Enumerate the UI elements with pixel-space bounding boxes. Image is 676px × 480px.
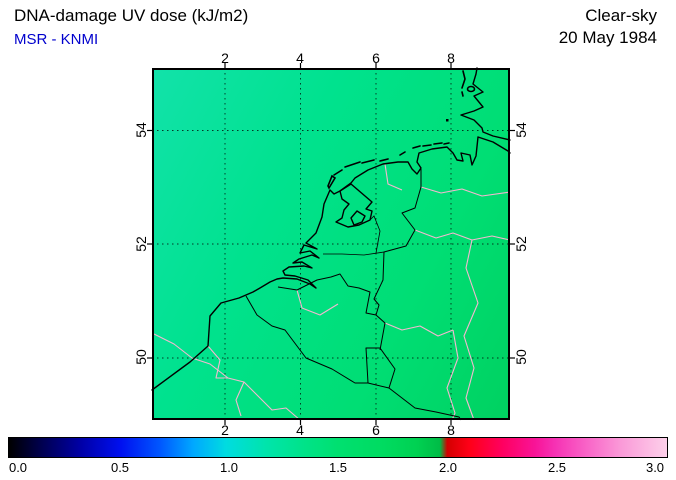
country-borders <box>245 169 462 421</box>
graticule-gridlines <box>152 68 510 420</box>
coastlines <box>151 67 511 391</box>
continental-coastline <box>151 136 511 391</box>
ijsselmeer-outline <box>335 183 373 228</box>
lon-tick-label: 6 <box>372 422 380 438</box>
lon-tick-label: 6 <box>372 50 380 66</box>
lat-tick-label: 52 <box>133 236 149 252</box>
islands <box>327 70 476 190</box>
lat-tick-label: 54 <box>513 122 529 138</box>
helgoland-island <box>446 119 449 122</box>
map-frame <box>152 68 510 420</box>
lon-tick-label: 4 <box>296 50 304 66</box>
lat-tick-label: 54 <box>133 122 149 138</box>
lon-tick-label: 2 <box>221 50 229 66</box>
frame-ticks <box>147 63 515 425</box>
lon-tick-label: 8 <box>447 50 455 66</box>
colorbar-tick-label: 3.0 <box>645 460 665 475</box>
source-label: MSR - KNMI <box>14 31 99 48</box>
map-panel <box>147 63 515 425</box>
rivers <box>323 215 385 256</box>
colorbar <box>8 437 668 458</box>
colorbar-tick-label: 2.5 <box>547 460 567 475</box>
lon-tick-label: 4 <box>296 422 304 438</box>
flevoland-polder-outline <box>350 210 366 226</box>
colorbar-tick-label: 1.5 <box>328 460 348 475</box>
lon-tick-label: 2 <box>221 422 229 438</box>
lat-tick-label: 50 <box>133 349 149 365</box>
lat-tick-label: 52 <box>513 236 529 252</box>
condition-label: Clear-sky <box>585 6 657 25</box>
lat-tick-label: 50 <box>513 349 529 365</box>
schleswig-coastline <box>460 67 511 141</box>
colorbar-tick-label: 2.0 <box>438 460 458 475</box>
lon-tick-label: 8 <box>447 422 455 438</box>
map-overlay-svg <box>147 63 515 425</box>
colorbar-tick-label: 0.5 <box>110 460 130 475</box>
colorbar-tick-label: 1.0 <box>219 460 239 475</box>
date-label: 20 May 1984 <box>558 28 657 47</box>
colorbar-tick-label: 0.0 <box>8 460 28 475</box>
figure-title: DNA-damage UV dose (kJ/m2) <box>14 6 249 25</box>
region-borders <box>153 163 511 421</box>
